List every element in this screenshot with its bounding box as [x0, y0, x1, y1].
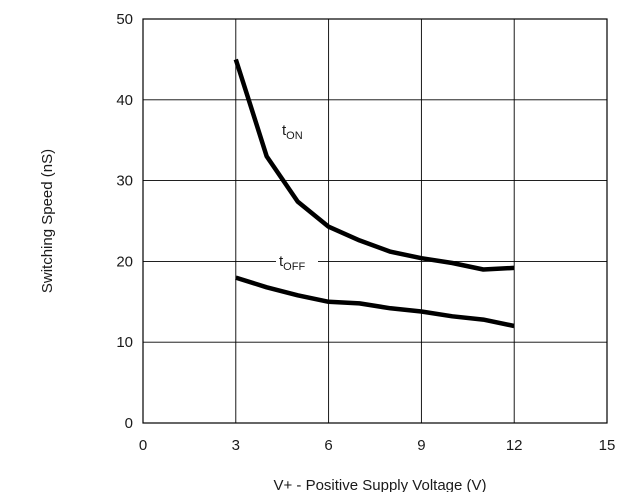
- y-tick-label: 50: [116, 11, 133, 28]
- y-tick-label: 0: [125, 415, 133, 432]
- series-group: [233, 58, 515, 329]
- y-tick-label: 40: [116, 92, 133, 109]
- x-tick-label: 3: [232, 437, 240, 454]
- curve-label-ton-sub: ON: [286, 130, 303, 142]
- x-axis-label: V+ - Positive Supply Voltage (V): [273, 477, 486, 492]
- series-line-ton: [233, 58, 515, 272]
- x-tick-label: 9: [417, 437, 425, 454]
- y-tick-label: 20: [116, 253, 133, 270]
- plot-background: [143, 19, 607, 423]
- grid-lines: [143, 19, 607, 423]
- x-tick-label: 12: [506, 437, 523, 454]
- y-tick-labels: 0 10 20 30 40 50: [116, 11, 133, 432]
- curve-label-toff-main: t: [279, 253, 284, 270]
- y-tick-label: 10: [116, 334, 133, 351]
- curve-label-ton: tON: [282, 122, 303, 142]
- curve-label-ton-main: t: [282, 122, 287, 139]
- x-tick-label: 6: [324, 437, 332, 454]
- y-axis-label: Switching Speed (nS): [39, 149, 56, 293]
- curve-label-toff-backdrop: [276, 252, 318, 272]
- y-tick-label: 30: [116, 173, 133, 190]
- x-tick-label: 0: [139, 437, 147, 454]
- x-tick-labels: 0 3 6 9 12 15: [139, 437, 616, 454]
- curve-label-toff: tOFF: [279, 253, 305, 273]
- series-line-toff: [235, 275, 515, 329]
- plot-frame: [142, 18, 608, 424]
- x-tick-label: 15: [599, 437, 616, 454]
- curve-label-toff-sub: OFF: [283, 261, 305, 273]
